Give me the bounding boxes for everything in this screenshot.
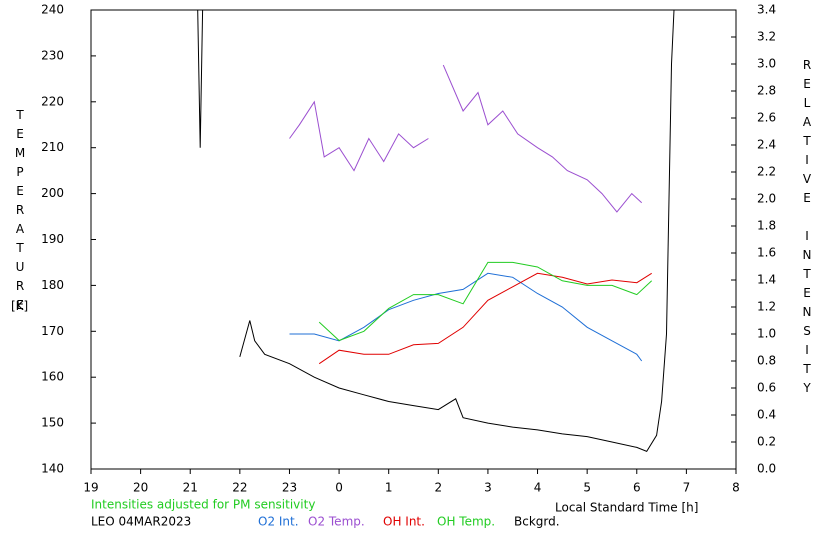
x-tick-label: 6: [633, 481, 641, 495]
y2-tick-label: 1.2: [757, 300, 776, 314]
y-tick-label: 190: [41, 232, 64, 246]
y2-tick-label: 0.2: [757, 435, 776, 449]
y-tick-label: 220: [41, 94, 64, 108]
y-tick-label: 140: [41, 462, 64, 476]
x-tick-label: 4: [534, 481, 542, 495]
x-tick-label: 8: [732, 481, 740, 495]
legend-entry: O2 Int.: [258, 515, 299, 529]
x-tick-label: 5: [583, 481, 591, 495]
series-line: [318, 261, 653, 342]
y2-tick-label: 2.4: [757, 138, 776, 152]
y-axis-label: TEMPERATURE: [13, 108, 27, 317]
y2-tick-label: 2.8: [757, 84, 776, 98]
y2-tick-label: 2.0: [757, 192, 776, 206]
x-tick-label: 2: [434, 481, 442, 495]
y2-tick-label: 0.8: [757, 354, 776, 368]
y2-tick-label: 0.4: [757, 408, 776, 422]
legend-entry: OH Int.: [383, 515, 425, 529]
y-tick-label: 180: [41, 278, 64, 292]
y2-tick-label: 0.0: [757, 462, 776, 476]
y-tick-label: 160: [41, 370, 64, 384]
y-axis-unit: [K]: [11, 299, 29, 313]
series-line: [289, 64, 643, 213]
station-label: LEO 04MAR2023: [91, 515, 191, 529]
y2-tick-label: 1.6: [757, 246, 776, 260]
x-tick-label: 19: [83, 481, 98, 495]
y2-tick-label: 1.0: [757, 327, 776, 341]
legend-entry: Bckgrd.: [514, 515, 560, 529]
x-tick-label: 0: [335, 481, 343, 495]
y-tick-label: 170: [41, 324, 64, 338]
y2-tick-label: 3.0: [757, 57, 776, 71]
legend-entry: O2 Temp.: [308, 515, 365, 529]
y2-tick-label: 1.8: [757, 219, 776, 233]
x-tick-label: 23: [282, 481, 297, 495]
note: Intensities adjusted for PM sensitivity: [91, 498, 315, 512]
series-line: [318, 272, 652, 365]
y-tick-label: 200: [41, 186, 64, 200]
x-axis-label: Local Standard Time [h]: [555, 501, 698, 515]
y2-axis-label: RELATIVE INTENSITY: [800, 58, 814, 400]
y-tick-label: 240: [41, 3, 64, 17]
x-tick-label: 7: [683, 481, 691, 495]
x-tick-label: 3: [484, 481, 492, 495]
y-tick-label: 210: [41, 140, 64, 154]
x-tick-label: 20: [133, 481, 148, 495]
plot-frame: [90, 9, 737, 470]
x-tick-label: 1: [385, 481, 393, 495]
y-tick-label: 150: [41, 416, 64, 430]
y2-tick-label: 1.4: [757, 273, 776, 287]
y2-tick-label: 2.6: [757, 111, 776, 125]
y2-tick-label: 2.2: [757, 165, 776, 179]
x-tick-label: 21: [183, 481, 198, 495]
legend-entry: OH Temp.: [437, 515, 495, 529]
y2-tick-label: 0.6: [757, 381, 776, 395]
x-tick-label: 22: [232, 481, 247, 495]
y2-tick-label: 3.2: [757, 30, 776, 44]
series-line: [197, 9, 675, 453]
series-line: [289, 272, 643, 362]
y2-tick-label: 3.4: [757, 3, 776, 17]
y-tick-label: 230: [41, 48, 64, 62]
